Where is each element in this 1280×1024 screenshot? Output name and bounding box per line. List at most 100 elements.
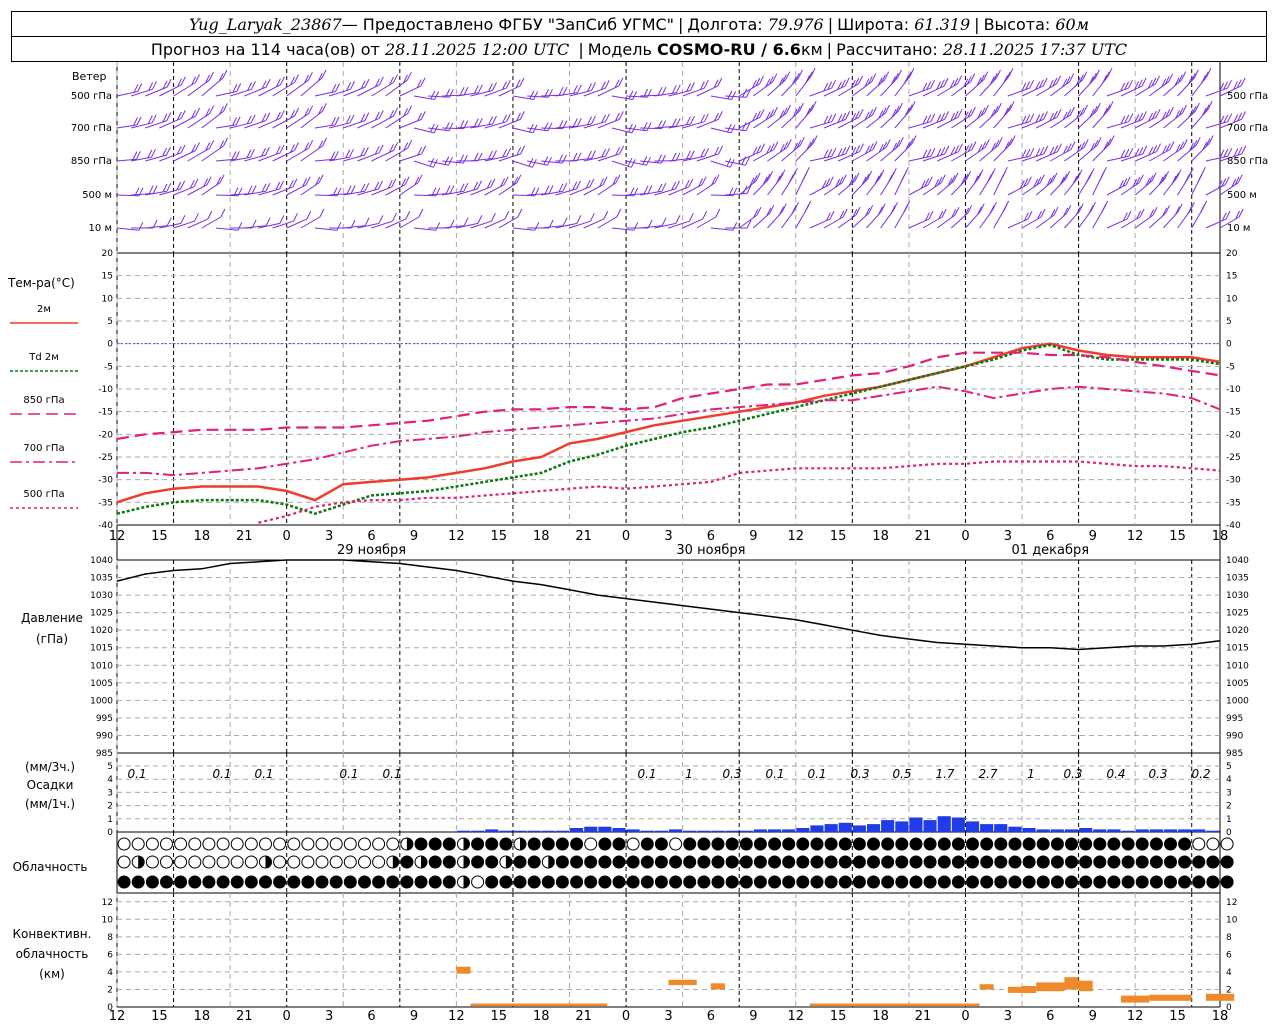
legend-label: 700 гПа — [23, 443, 64, 454]
wind-barb-flag — [1237, 174, 1243, 183]
hour-label-top: 12 — [1127, 529, 1144, 544]
wind-barb-flag — [364, 78, 370, 88]
temp-tick-left: -40 — [98, 521, 113, 531]
wind-barb — [696, 216, 717, 229]
cloud-half — [463, 876, 470, 888]
wind-barb-flag — [842, 208, 848, 218]
cloud-circle — [527, 837, 541, 851]
wind-barb-flag — [1219, 115, 1225, 125]
precip-bar — [1135, 829, 1149, 832]
wind-barb-flag — [783, 141, 789, 151]
wind-barb — [300, 216, 321, 229]
wind-barb-flag — [688, 212, 694, 222]
cloud-circle — [711, 875, 725, 889]
wind-barb-flag — [877, 172, 883, 182]
hour-label-top: 15 — [830, 529, 847, 544]
wind-barb-flag — [1149, 209, 1155, 218]
wind-barb-flag — [1083, 104, 1088, 114]
cloud-circle — [358, 837, 371, 851]
wind-barb — [371, 220, 393, 229]
precip-unit1: (мм/1ч.) — [25, 797, 75, 811]
cloud-circle — [287, 837, 301, 851]
wind-barb-flag — [1174, 172, 1179, 182]
wind-barb-flag — [1023, 178, 1029, 187]
wind-barb-flag — [1039, 174, 1045, 183]
wind-barb-flag — [755, 172, 761, 182]
wind-barb-flag — [1124, 148, 1130, 158]
wind-barb-flag — [989, 76, 995, 85]
wind-barb-flag — [162, 80, 168, 89]
wind-barb-flag — [978, 169, 984, 178]
wind-barb-flag — [855, 145, 861, 154]
wind-barb-flag — [459, 86, 465, 96]
cloud-circle — [541, 875, 555, 889]
wind-barb-flag — [576, 84, 582, 94]
cloud-circle — [1206, 837, 1220, 851]
cloud-circle — [1107, 837, 1121, 851]
wind-level-left: 500 м — [82, 190, 112, 201]
separator: | — [573, 39, 584, 59]
wind-barb-flag — [520, 145, 526, 155]
wind-barb-flag — [176, 146, 182, 155]
wind-barb-flag — [393, 107, 398, 117]
cloud-circle — [428, 855, 442, 869]
cloud-circle — [570, 875, 584, 889]
wind-barb-flag — [1177, 74, 1183, 83]
cloud-circle — [1164, 837, 1177, 851]
wind-barb — [357, 222, 380, 229]
wind-barb-flag — [418, 208, 424, 218]
wind-barb-flag — [147, 149, 153, 159]
hour-label-bottom: 9 — [410, 1009, 418, 1024]
press-tick-right: 1015 — [1226, 644, 1249, 654]
wind-barb-flag — [963, 78, 969, 88]
conv-tick-right: 2 — [1226, 985, 1232, 995]
wind-barb-flag — [657, 86, 663, 96]
wind-barb-flag — [825, 178, 831, 187]
cloud-circle — [867, 875, 880, 889]
wind-barb-flag — [1089, 108, 1095, 118]
wind-barb-flag — [779, 110, 785, 119]
precip-bar — [1079, 828, 1093, 832]
wind-barb-flag — [909, 67, 915, 77]
hour-label-bottom: 21 — [915, 1009, 932, 1024]
wind-barb-flag — [492, 115, 497, 125]
precip-bar — [1050, 829, 1064, 832]
wind-barb-flag — [926, 148, 932, 158]
wind-barb-flag — [780, 169, 786, 178]
wind-barb — [908, 121, 931, 129]
wind-barb-flag — [827, 81, 833, 90]
cloud-circle — [273, 855, 287, 869]
precip-tick-left: 2 — [107, 802, 113, 812]
cloud-circle — [994, 875, 1008, 889]
precip-bar — [923, 820, 937, 832]
cloud-circle — [881, 837, 895, 851]
cloud-circle — [513, 875, 527, 889]
wind-barb-flag — [601, 148, 607, 158]
wind-barb-flag — [463, 217, 469, 226]
wind-barb-flag — [660, 154, 666, 164]
wind-barb-flag — [1233, 148, 1239, 157]
hour-label-top: 3 — [1004, 529, 1012, 544]
separator: | — [974, 14, 980, 34]
wind-barb-flag — [1168, 106, 1174, 116]
wind-barb-flag — [1049, 175, 1055, 184]
wind-barb-flag — [1124, 114, 1130, 124]
wind-barb-flag — [1171, 175, 1177, 185]
calc-time: 28.11.2025 17:37 UTC — [942, 39, 1128, 59]
wind-barb-flag — [1021, 149, 1027, 159]
wind-barb-flag — [769, 143, 775, 152]
wind-barb-flag — [786, 139, 792, 148]
cloud-circle — [1121, 855, 1135, 869]
wind-barb — [215, 227, 238, 231]
wind-barb-flag — [745, 89, 751, 98]
wind-barb-flag — [1142, 111, 1147, 120]
cloud-circle — [895, 875, 909, 889]
pressure-unit: (гПа) — [36, 632, 68, 646]
wind-barb-flag — [401, 178, 407, 187]
cloud-circle — [188, 875, 202, 889]
wind-level-left: 10 м — [89, 223, 112, 234]
conv-tick-left: 0 — [107, 1003, 113, 1013]
wind-barb-flag — [920, 180, 926, 189]
wind-barb — [145, 190, 167, 196]
hour-label-bottom: 3 — [664, 1009, 672, 1024]
